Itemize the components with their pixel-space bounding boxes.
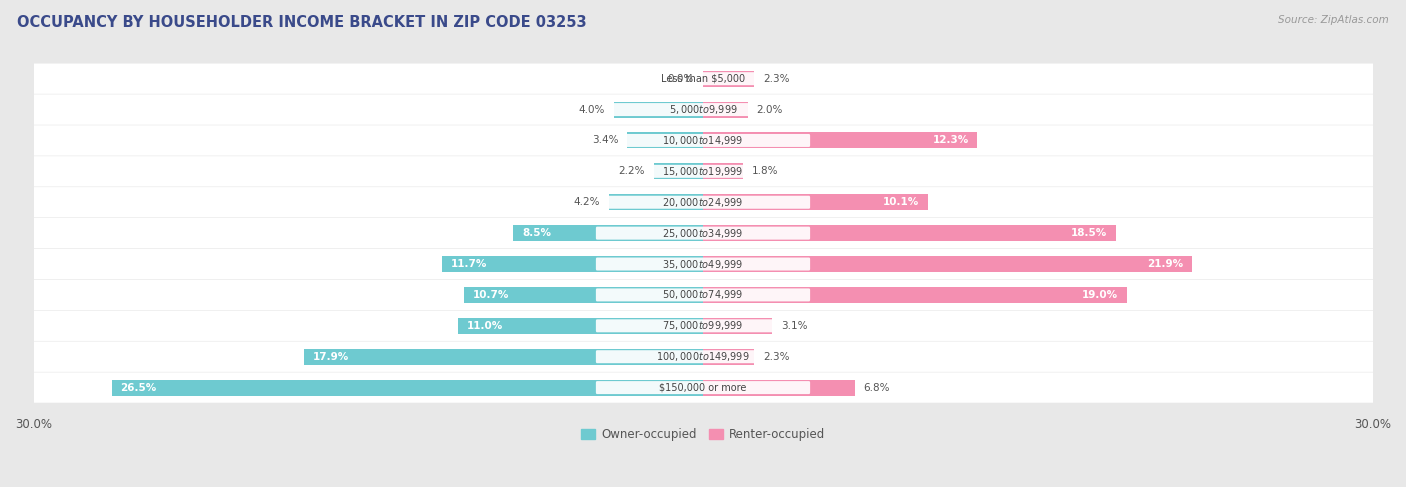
Bar [609,194,703,210]
FancyBboxPatch shape [596,319,810,332]
Text: 18.5%: 18.5% [1071,228,1107,238]
Text: 6.8%: 6.8% [863,383,890,393]
Bar [513,225,703,241]
Text: 8.5%: 8.5% [522,228,551,238]
Bar [703,194,928,210]
Text: 12.3%: 12.3% [932,135,969,146]
FancyBboxPatch shape [596,258,810,270]
FancyBboxPatch shape [28,63,1378,94]
FancyBboxPatch shape [28,249,1378,279]
Text: 1.8%: 1.8% [752,167,779,176]
Bar [703,163,744,179]
Text: 3.4%: 3.4% [592,135,619,146]
Text: 19.0%: 19.0% [1083,290,1118,300]
FancyBboxPatch shape [28,280,1378,310]
Text: 21.9%: 21.9% [1147,259,1182,269]
Text: 26.5%: 26.5% [121,383,157,393]
FancyBboxPatch shape [596,350,810,363]
Bar [703,256,1192,272]
Text: $25,000 to $34,999: $25,000 to $34,999 [662,226,744,240]
Bar [703,287,1128,303]
Text: $150,000 or more: $150,000 or more [659,383,747,393]
Text: 2.3%: 2.3% [763,352,790,362]
FancyBboxPatch shape [28,187,1378,217]
Text: 10.7%: 10.7% [474,290,509,300]
FancyBboxPatch shape [28,341,1378,372]
Text: 4.0%: 4.0% [578,105,605,114]
Bar [614,101,703,117]
FancyBboxPatch shape [596,288,810,301]
FancyBboxPatch shape [28,94,1378,125]
Text: $15,000 to $19,999: $15,000 to $19,999 [662,165,744,178]
FancyBboxPatch shape [596,72,810,85]
Text: 2.0%: 2.0% [756,105,783,114]
Bar [654,163,703,179]
Text: Source: ZipAtlas.com: Source: ZipAtlas.com [1278,15,1389,25]
FancyBboxPatch shape [28,156,1378,187]
Text: 2.2%: 2.2% [619,167,645,176]
FancyBboxPatch shape [28,311,1378,341]
FancyBboxPatch shape [596,165,810,178]
FancyBboxPatch shape [28,125,1378,155]
Text: $50,000 to $74,999: $50,000 to $74,999 [662,288,744,301]
Bar [111,379,703,395]
FancyBboxPatch shape [596,381,810,394]
Bar [703,349,755,365]
Text: $35,000 to $49,999: $35,000 to $49,999 [662,258,744,270]
Text: 11.0%: 11.0% [467,321,503,331]
Bar [464,287,703,303]
FancyBboxPatch shape [596,103,810,116]
Text: 11.7%: 11.7% [451,259,488,269]
Bar [441,256,703,272]
Bar [703,132,977,149]
Text: 2.3%: 2.3% [763,74,790,84]
FancyBboxPatch shape [596,226,810,240]
Text: 10.1%: 10.1% [883,197,920,207]
Text: $20,000 to $24,999: $20,000 to $24,999 [662,196,744,209]
Bar [703,101,748,117]
Text: Less than $5,000: Less than $5,000 [661,74,745,84]
FancyBboxPatch shape [28,373,1378,403]
Text: 0.0%: 0.0% [668,74,695,84]
Text: 4.2%: 4.2% [574,197,600,207]
FancyBboxPatch shape [596,196,810,209]
Text: $100,000 to $149,999: $100,000 to $149,999 [657,350,749,363]
Bar [703,225,1116,241]
Text: $5,000 to $9,999: $5,000 to $9,999 [669,103,737,116]
Text: 3.1%: 3.1% [782,321,807,331]
Text: OCCUPANCY BY HOUSEHOLDER INCOME BRACKET IN ZIP CODE 03253: OCCUPANCY BY HOUSEHOLDER INCOME BRACKET … [17,15,586,30]
Text: 17.9%: 17.9% [312,352,349,362]
Text: $75,000 to $99,999: $75,000 to $99,999 [662,319,744,332]
Legend: Owner-occupied, Renter-occupied: Owner-occupied, Renter-occupied [576,423,830,446]
Text: $10,000 to $14,999: $10,000 to $14,999 [662,134,744,147]
FancyBboxPatch shape [28,218,1378,248]
Bar [703,71,755,87]
Bar [627,132,703,149]
FancyBboxPatch shape [596,134,810,147]
Bar [703,318,772,334]
Bar [457,318,703,334]
Bar [703,379,855,395]
Bar [304,349,703,365]
